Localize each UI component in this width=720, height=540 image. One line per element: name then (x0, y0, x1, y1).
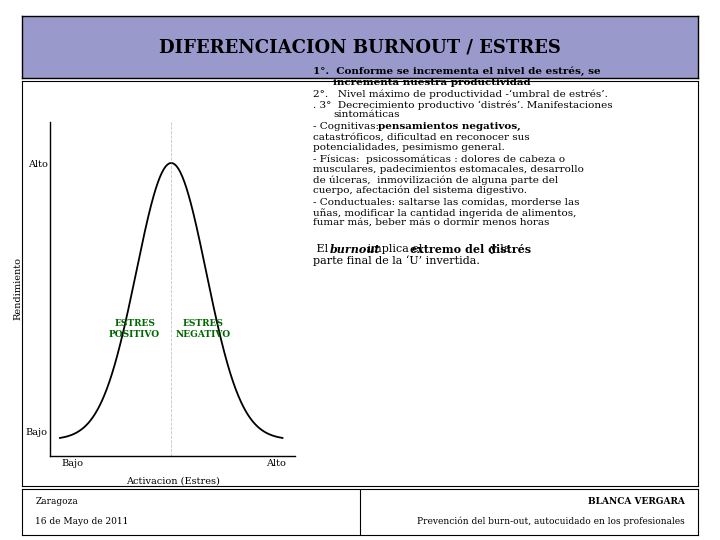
X-axis label: Activacion (Estres): Activacion (Estres) (126, 476, 220, 485)
Y-axis label: Rendimiento: Rendimiento (14, 258, 23, 320)
Text: potencialidades, pesimismo general.: potencialidades, pesimismo general. (313, 143, 505, 152)
Text: cuerpo, afectación del sistema digestivo.: cuerpo, afectación del sistema digestivo… (313, 186, 527, 195)
Text: de úlceras,  inmovilización de alguna parte del: de úlceras, inmovilización de alguna par… (313, 176, 559, 185)
Text: - Conductuales: saltarse las comidas, morderse las: - Conductuales: saltarse las comidas, mo… (313, 198, 580, 207)
Text: - Cognitivas:: - Cognitivas: (313, 122, 386, 131)
Text: 16 de Mayo de 2011: 16 de Mayo de 2011 (35, 517, 128, 526)
Text: pensamientos negativos,: pensamientos negativos, (378, 122, 521, 131)
Text: uñas, modificar la cantidad ingerida de alimentos,: uñas, modificar la cantidad ingerida de … (313, 208, 577, 218)
Text: extremo del distrés: extremo del distrés (410, 244, 531, 255)
Text: Zaragoza: Zaragoza (35, 497, 78, 506)
Text: - Físicas:  psicossomáticas : dolores de cabeza o: - Físicas: psicossomáticas : dolores de … (313, 155, 565, 165)
Text: El: El (313, 244, 332, 254)
Text: 1°.  Conforme se incrementa el nivel de estrés, se: 1°. Conforme se incrementa el nivel de e… (313, 67, 600, 77)
Text: sintomáticas: sintomáticas (333, 110, 400, 119)
Text: catastróficos, dificultad en reconocer sus: catastróficos, dificultad en reconocer s… (313, 133, 530, 142)
Text: fumar más, beber más o dormir menos horas: fumar más, beber más o dormir menos hora… (313, 218, 549, 227)
Text: ESTRES
NEGATIVO: ESTRES NEGATIVO (176, 319, 230, 339)
Text: DIFERENCIACION BURNOUT / ESTRES: DIFERENCIACION BURNOUT / ESTRES (159, 38, 561, 56)
Text: implica el: implica el (364, 244, 426, 254)
Text: . 3°  Decrecimiento productivo ‘distrés’. Manifestaciones: . 3° Decrecimiento productivo ‘distrés’.… (313, 100, 613, 110)
Text: parte final de la ‘U’ invertida.: parte final de la ‘U’ invertida. (313, 255, 480, 266)
Text: 2°.   Nivel máximo de productividad -‘umbral de estrés’.: 2°. Nivel máximo de productividad -‘umbr… (313, 90, 608, 99)
Text: BLANCA VERGARA: BLANCA VERGARA (588, 497, 685, 506)
Text: burnout: burnout (330, 244, 380, 255)
Text: Prevención del burn-out, autocuidado en los profesionales: Prevención del burn-out, autocuidado en … (417, 517, 685, 526)
Text: ESTRES
POSITIVO: ESTRES POSITIVO (109, 319, 161, 339)
Text: y la: y la (487, 244, 510, 254)
Text: incrementa nuestra productividad: incrementa nuestra productividad (333, 78, 531, 87)
Text: musculares, padecimientos estomacales, desarrollo: musculares, padecimientos estomacales, d… (313, 165, 584, 174)
